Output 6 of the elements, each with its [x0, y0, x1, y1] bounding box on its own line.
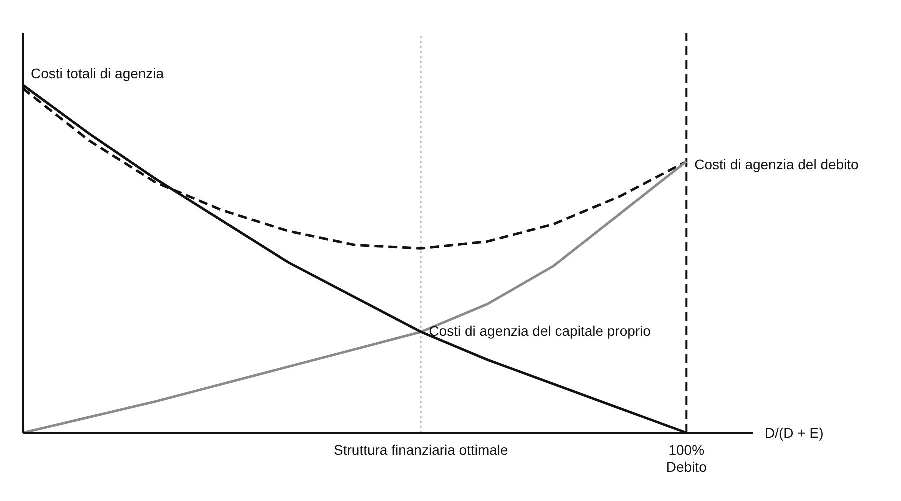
x-axis-title: D/(D + E) — [765, 425, 824, 441]
series-label: Costi di agenzia del debito — [694, 156, 860, 173]
series-label: Costi di agenzia del capitale proprio — [429, 323, 652, 340]
series-label: Costi totali di agenzia — [31, 66, 164, 82]
x-tick-label: 100% Debito — [666, 442, 708, 475]
x-tick-label: Struttura finanziaria ottimale — [334, 442, 509, 458]
